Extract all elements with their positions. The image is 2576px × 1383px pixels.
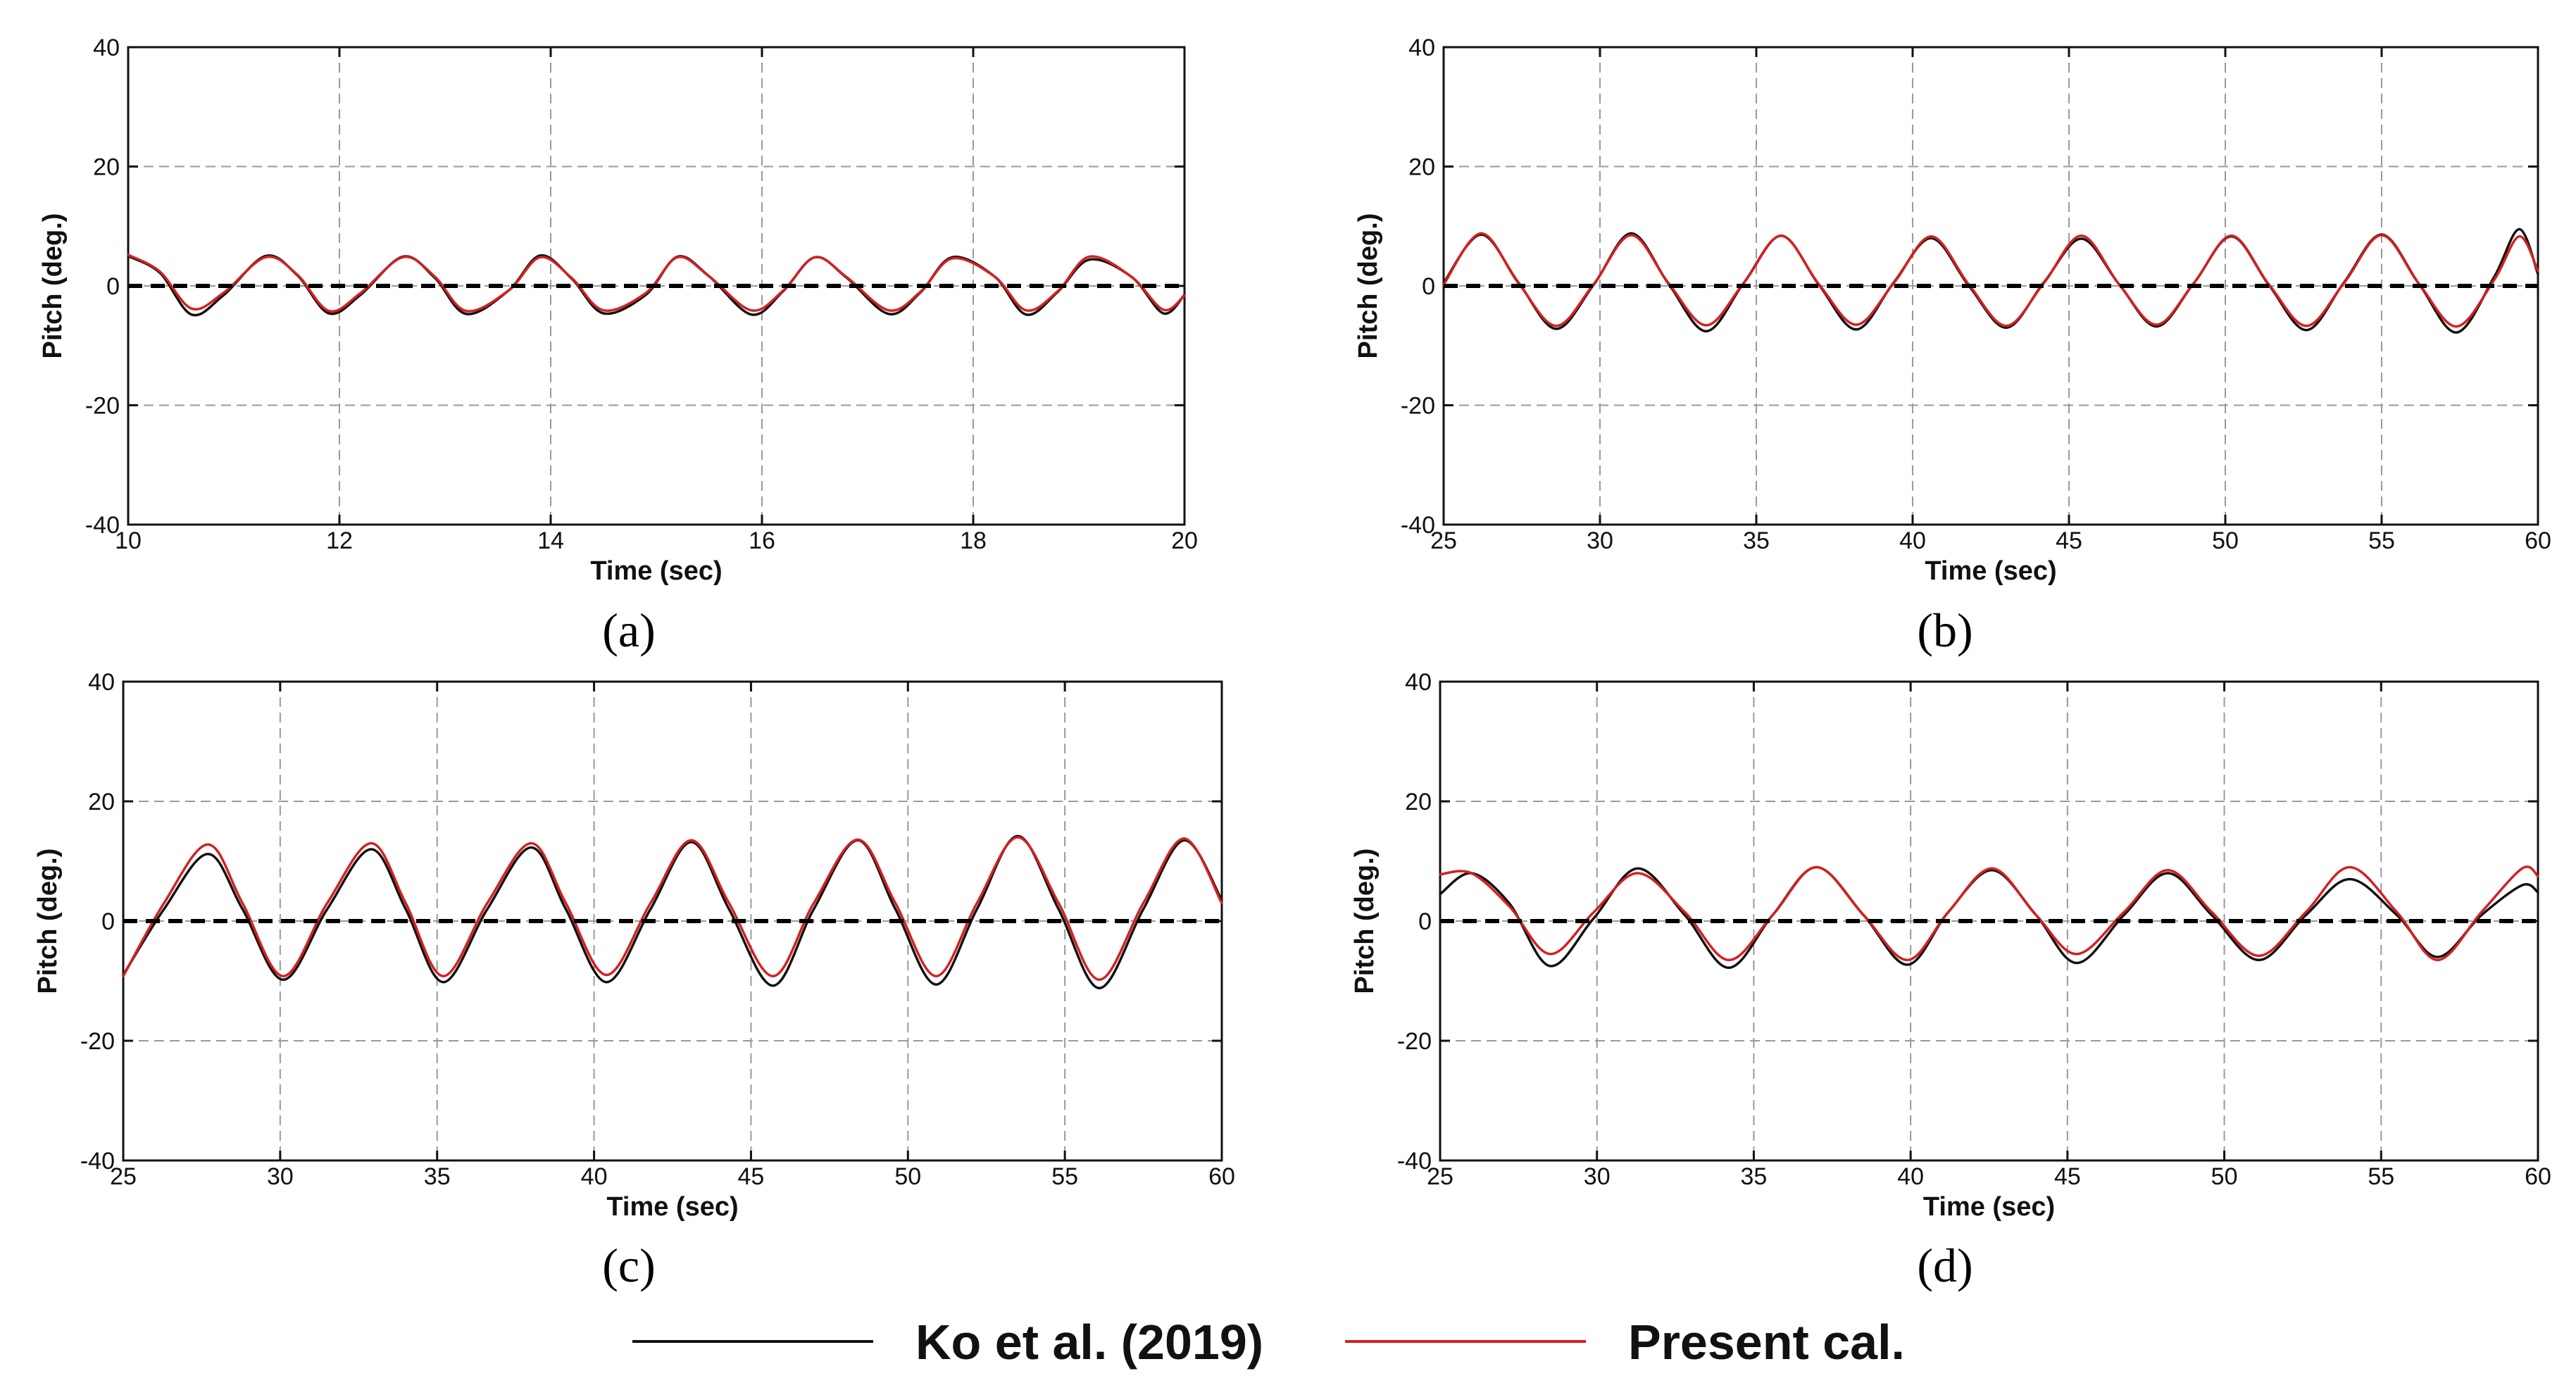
x-tick-label-c-5: 50: [894, 1163, 921, 1190]
y-tick-label-b-4: 40: [1408, 35, 1435, 61]
y-tick-label-a-0: -40: [85, 512, 120, 539]
panel-label-a: (a): [602, 603, 655, 657]
x-tick-label-b-2: 35: [1743, 527, 1770, 554]
x-tick-label-c-6: 55: [1051, 1163, 1078, 1190]
x-axis-title-d: Time (sec): [1923, 1192, 2055, 1222]
y-axis-title-b: Pitch (deg.): [1353, 213, 1383, 359]
x-tick-label-a-0: 10: [115, 527, 142, 554]
x-tick-label-c-4: 45: [738, 1163, 765, 1190]
y-tick-label-d-1: -20: [1397, 1028, 1432, 1055]
x-tick-label-b-3: 40: [1899, 527, 1926, 554]
x-tick-label-d-1: 30: [1584, 1163, 1611, 1190]
x-tick-label-b-5: 50: [2212, 527, 2239, 554]
y-tick-label-b-0: -40: [1401, 512, 1435, 539]
legend-label-present: Present cal.: [1628, 1315, 1905, 1370]
y-tick-label-a-2: 0: [106, 273, 120, 300]
x-tick-label-a-4: 18: [960, 527, 987, 554]
panel-label-d: (d): [1917, 1239, 1972, 1292]
y-tick-label-c-4: 40: [88, 669, 115, 696]
y-tick-label-a-1: -20: [85, 393, 120, 420]
x-tick-label-d-0: 25: [1427, 1163, 1453, 1190]
x-tick-label-a-5: 20: [1171, 527, 1198, 554]
x-tick-label-a-3: 16: [749, 527, 775, 554]
series-present-line-a: [127, 254, 1186, 313]
x-tick-label-d-2: 35: [1741, 1163, 1768, 1190]
y-tick-label-b-3: 20: [1408, 154, 1435, 181]
x-tick-label-b-6: 55: [2368, 527, 2395, 554]
legend: Ko et al. (2019) Present cal.: [632, 1315, 1905, 1370]
y-tick-label-b-2: 0: [1422, 273, 1435, 300]
x-tick-label-a-1: 12: [326, 527, 353, 554]
x-tick-label-d-7: 60: [2525, 1163, 2551, 1190]
x-tick-label-a-2: 14: [537, 527, 564, 554]
x-tick-label-b-0: 25: [1430, 527, 1457, 554]
panel-label-c: (c): [602, 1239, 655, 1292]
y-tick-label-d-3: 20: [1405, 789, 1432, 815]
y-tick-label-d-2: 0: [1418, 908, 1432, 935]
y-tick-label-c-0: -40: [80, 1148, 115, 1175]
y-tick-label-a-4: 40: [93, 35, 120, 61]
series-present-line-c: [122, 836, 1223, 982]
y-tick-label-d-0: -40: [1397, 1148, 1432, 1175]
x-axis-title-b: Time (sec): [1925, 556, 2056, 586]
x-tick-label-c-3: 40: [581, 1163, 608, 1190]
y-tick-label-c-2: 0: [101, 908, 115, 935]
y-tick-label-d-4: 40: [1405, 669, 1432, 696]
y-tick-label-b-1: -20: [1401, 393, 1435, 420]
y-tick-label-c-3: 20: [88, 789, 115, 815]
y-axis-title-d: Pitch (deg.): [1350, 849, 1380, 994]
legend-label-ko: Ko et al. (2019): [915, 1315, 1263, 1370]
x-tick-label-b-1: 30: [1587, 527, 1613, 554]
x-axis-title-a: Time (sec): [590, 556, 722, 586]
x-tick-label-d-3: 40: [1897, 1163, 1924, 1190]
x-tick-label-d-6: 55: [2368, 1163, 2394, 1190]
x-tick-label-d-4: 45: [2054, 1163, 2081, 1190]
panel-label-b: (b): [1917, 603, 1972, 657]
y-axis-title-a: Pitch (deg.): [38, 213, 68, 359]
series-present-line-d: [1439, 865, 2539, 962]
x-tick-label-c-2: 35: [424, 1163, 451, 1190]
x-tick-label-c-7: 60: [1208, 1163, 1235, 1190]
x-tick-label-c-1: 30: [267, 1163, 294, 1190]
y-axis-title-c: Pitch (deg.): [33, 849, 63, 994]
series-present-line-b: [1442, 232, 2539, 328]
x-tick-label-d-5: 50: [2211, 1163, 2238, 1190]
x-axis-title-c: Time (sec): [606, 1192, 738, 1222]
chart-panel-a: 10 12 14 16 18 20 -40 -20 0 20 40 Time (sec) Pitch (…: [38, 35, 1198, 586]
y-tick-label-a-3: 20: [93, 154, 120, 181]
x-tick-label-b-7: 60: [2525, 527, 2551, 554]
y-tick-label-c-1: -20: [80, 1028, 115, 1055]
x-tick-label-b-4: 45: [2056, 527, 2082, 554]
x-tick-label-c-0: 25: [110, 1163, 137, 1190]
